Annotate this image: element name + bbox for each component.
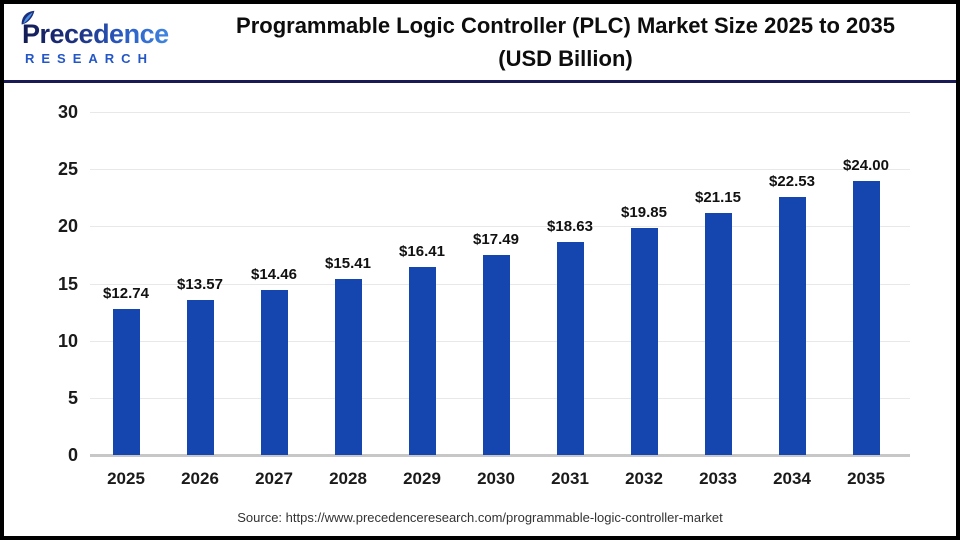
bar-value-label: $18.63: [547, 218, 593, 235]
bar-2034: [778, 197, 806, 455]
bar-value-label: $19.85: [621, 204, 667, 221]
logo-brand-text: Precedence: [22, 18, 169, 49]
y-axis-tick-label: 15: [57, 273, 78, 294]
x-axis-tick-label: 2032: [625, 469, 663, 488]
gridline: [90, 112, 910, 113]
bar-value-label: $17.49: [473, 231, 519, 248]
x-axis-tick-label: 2031: [551, 469, 589, 488]
chart-title-line1: Programmable Logic Controller (PLC) Mark…: [236, 13, 895, 38]
y-axis-tick-label: 0: [67, 445, 78, 465]
bar-2035: [852, 181, 880, 455]
x-axis-tick-label: 2026: [181, 469, 219, 488]
x-axis-baseline: [90, 454, 910, 457]
y-axis-tick-label: 5: [67, 387, 78, 408]
source-text: Source: https://www.precedenceresearch.c…: [237, 510, 723, 525]
bar-value-label: $15.41: [325, 255, 371, 272]
x-axis-tick-label: 2035: [847, 469, 885, 488]
bar-value-label: $14.46: [251, 266, 297, 283]
x-axis-tick-label: 2033: [699, 469, 737, 488]
bar-2027: [260, 290, 288, 455]
bar-2032: [630, 228, 658, 455]
gridline: [90, 226, 910, 228]
bar-2030: [482, 255, 510, 455]
bar-2029: [408, 267, 436, 455]
bar-value-label: $21.15: [695, 189, 741, 206]
bar-value-label: $22.53: [769, 173, 815, 190]
bar-value-label: $24.00: [843, 157, 889, 174]
leaf-icon: [21, 10, 35, 24]
y-axis-tick-label: 30: [57, 102, 78, 122]
bar-value-label: $12.74: [103, 285, 149, 302]
bar-value-label: $16.41: [399, 243, 445, 260]
x-axis-tick-label: 2034: [773, 469, 811, 488]
gridline: [90, 169, 910, 171]
plot-area: Source: https://www.precedenceresearch.c…: [4, 83, 956, 536]
bar-2026: [186, 300, 214, 455]
bar-2033: [704, 213, 732, 455]
x-axis-tick-label: 2028: [329, 469, 367, 488]
y-axis-tick-label: 20: [57, 216, 78, 237]
x-axis-tick-label: 2030: [477, 469, 515, 488]
chart-title-line2: (USD Billion): [498, 46, 633, 71]
x-axis-tick-label: 2027: [255, 469, 293, 488]
precedence-research-logo: Precedence RESEARCH: [4, 10, 189, 66]
bar-2028: [334, 279, 362, 455]
x-axis-tick-label: 2029: [403, 469, 441, 488]
bar-2031: [556, 242, 584, 455]
y-axis-tick-label: 10: [57, 330, 78, 351]
bar-2025: [112, 309, 140, 455]
header: Precedence RESEARCH Programmable Logic C…: [4, 4, 956, 83]
x-axis-tick-label: 2025: [107, 469, 145, 488]
y-axis-tick-label: 25: [57, 159, 78, 180]
logo-sub-text: RESEARCH: [25, 50, 154, 66]
chart-title: Programmable Logic Controller (PLC) Mark…: [189, 9, 956, 75]
bar-value-label: $13.57: [177, 276, 223, 293]
